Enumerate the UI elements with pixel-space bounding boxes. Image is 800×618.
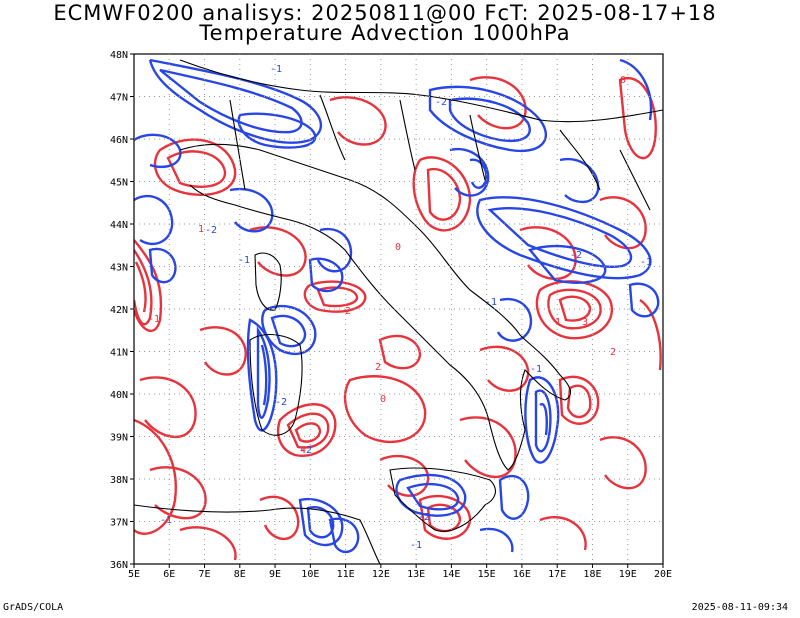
- lat-label: 43N: [110, 263, 128, 274]
- contour-value-label: 3: [582, 317, 588, 328]
- contour-value-label: -1: [530, 364, 542, 375]
- lon-label: 12E: [372, 569, 390, 580]
- contour-value-label: -1: [640, 257, 652, 268]
- plot-frame: [133, 53, 664, 565]
- contour-value-label: -2: [275, 397, 287, 408]
- contour-value-label: -1: [160, 515, 172, 526]
- lon-label: 8E: [234, 569, 246, 580]
- contour-value-label: 0: [620, 75, 626, 86]
- contour-fields: -1 -2 -2 -1 -2 -1 -2 -2 -2 -1 -1 -1 1 2 2 0 1 3 4 -1 0 2 -1 0: [134, 58, 662, 561]
- lat-label: 46N: [110, 135, 128, 146]
- contour-value-label: -2: [205, 225, 217, 236]
- contour-value-label: -2: [418, 512, 430, 523]
- lat-label: 38N: [110, 475, 128, 486]
- lon-label: 5E: [128, 569, 140, 580]
- contour-value-label: -1: [148, 314, 160, 325]
- coastlines: [134, 59, 663, 564]
- contour-value-label: 2: [375, 362, 381, 373]
- contour-value-label: 2: [345, 306, 351, 317]
- contour-value-label: -2: [570, 250, 582, 261]
- contour-value-label: 0: [380, 394, 386, 405]
- lat-label: 39N: [110, 433, 128, 444]
- lat-label: 36N: [110, 560, 128, 571]
- lat-label: 45N: [110, 178, 128, 189]
- lon-label: 20E: [654, 569, 672, 580]
- lon-label: 19E: [619, 569, 637, 580]
- lon-label: 17E: [548, 569, 566, 580]
- contour-value-label: 2: [610, 347, 616, 358]
- lat-label: 44N: [110, 220, 128, 231]
- lon-label: 16E: [513, 569, 531, 580]
- contour-value-label: -1: [485, 297, 497, 308]
- contour-value-label: 1: [555, 317, 561, 328]
- lat-label: 47N: [110, 93, 128, 104]
- contour-value-label: -2: [435, 97, 447, 108]
- lat-label: 37N: [110, 518, 128, 529]
- lon-label: 15E: [478, 569, 496, 580]
- axis-ticks: 5E 6E 7E 8E 9E 10E 11E 12E 13E 14E 15E 16E 17E 18E 19E…: [110, 50, 672, 580]
- lon-label: 6E: [163, 569, 175, 580]
- negative-contours: [134, 58, 660, 554]
- lat-label: 40N: [110, 390, 128, 401]
- contour-value-label: -1: [238, 255, 250, 266]
- lon-label: 14E: [442, 569, 460, 580]
- lon-label: 7E: [199, 569, 211, 580]
- contour-value-label: -1: [410, 540, 422, 551]
- lat-label: 48N: [110, 50, 128, 61]
- lon-label: 11E: [337, 569, 355, 580]
- contour-value-label: 4: [300, 445, 306, 456]
- contour-value-label: 1: [198, 224, 204, 235]
- title-line-2: Temperature Advection 1000hPa: [199, 21, 571, 45]
- footer-left: GrADS/COLA: [3, 602, 64, 613]
- lat-label: 41N: [110, 348, 128, 359]
- lon-label: 10E: [301, 569, 319, 580]
- contour-value-label: 0: [395, 242, 401, 253]
- lon-label: 18E: [583, 569, 601, 580]
- contour-value-label: -1: [270, 64, 282, 75]
- title-line-1: ECMWF0200 analisys: 20250811@00 FcT: 202…: [53, 1, 717, 25]
- lon-label: 9E: [269, 569, 281, 580]
- lat-label: 42N: [110, 305, 128, 316]
- lon-label: 13E: [407, 569, 425, 580]
- footer-right: 2025-08-11-09:34: [691, 602, 788, 613]
- lat-lon-grid: [134, 54, 663, 564]
- contour-value-label: -2: [300, 445, 312, 456]
